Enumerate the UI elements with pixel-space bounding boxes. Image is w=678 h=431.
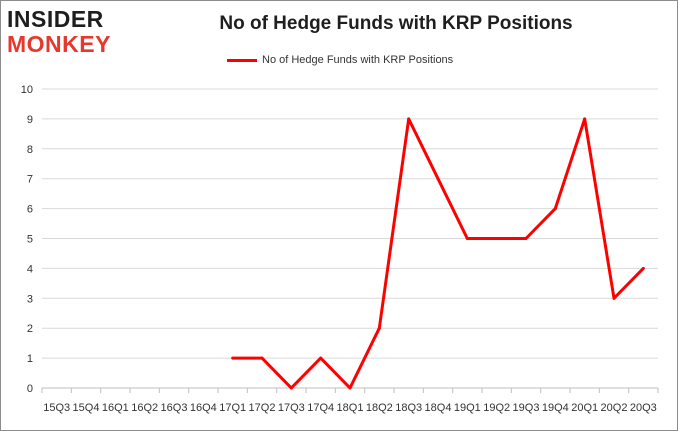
data-point [289,386,293,390]
logo-text-top: INSIDER [7,6,104,32]
legend: No of Hedge Funds with KRP Positions [227,54,453,66]
legend-swatch [227,58,257,62]
gridlines [42,88,658,359]
x-tick-label: 15Q3 [43,402,70,414]
data-point [612,296,616,300]
data-point [377,326,381,330]
x-tick-label: 16Q4 [190,402,217,414]
legend-label: No of Hedge Funds with KRP Positions [262,54,454,66]
y-tick-label: 7 [27,174,33,186]
data-point [465,237,469,240]
logo-text-bottom: MONKEY [7,31,111,57]
chart-title: No of Hedge Funds with KRP Positions [219,13,573,34]
y-tick-label: 4 [27,263,33,275]
y-tick-labels: 0 1 2 3 4 5 6 7 8 9 10 [21,84,33,395]
x-tick-label: 19Q1 [454,402,481,414]
series-lines [231,117,645,390]
x-tick-label: 17Q2 [249,402,276,414]
data-point [641,266,645,270]
x-tick-label: 19Q4 [542,402,569,414]
x-tick-label: 18Q3 [395,402,422,414]
x-tick-label: 19Q3 [513,402,540,414]
x-tick-label: 16Q2 [131,402,158,414]
insider-monkey-logo: INSIDER MONKEY [7,5,131,57]
y-tick-label: 6 [27,204,33,216]
y-tick-label: 10 [21,84,33,96]
x-tick-label: 20Q3 [630,402,657,414]
data-point [583,117,587,121]
y-tick-label: 9 [27,114,33,126]
y-tick-label: 5 [27,234,33,246]
data-point [231,356,235,360]
x-tick-label: 17Q4 [307,402,334,414]
data-point [348,386,352,390]
x-tick-label: 19Q2 [483,402,510,414]
x-tick-label: 18Q2 [366,402,393,414]
x-tick-label: 20Q1 [571,402,598,414]
data-point [495,237,499,240]
data-point [524,237,528,240]
x-tick-label: 18Q1 [337,402,364,414]
y-tick-label: 2 [27,323,33,335]
x-tick-label: 16Q1 [102,402,129,414]
x-tick-label: 18Q4 [425,402,452,414]
x-tick-label: 17Q1 [219,402,246,414]
data-point [407,117,411,121]
y-tick-label: 8 [27,144,33,156]
y-tick-label: 1 [27,353,33,365]
series-line [232,117,645,390]
x-tick-label: 20Q2 [601,402,628,414]
data-point [260,356,264,360]
x-tick-label: 15Q4 [73,402,100,414]
data-point [436,177,440,181]
y-tick-label: 3 [27,293,33,305]
data-point [553,207,557,211]
x-tick-label: 16Q3 [161,402,188,414]
data-point [319,356,323,360]
x-tick-labels: 15Q3 15Q4 16Q1 16Q2 16Q3 16Q4 17Q1 17Q2 17Q3 17Q4… [43,402,657,414]
y-tick-label: 0 [27,383,33,395]
x-tick-label: 17Q3 [278,402,305,414]
